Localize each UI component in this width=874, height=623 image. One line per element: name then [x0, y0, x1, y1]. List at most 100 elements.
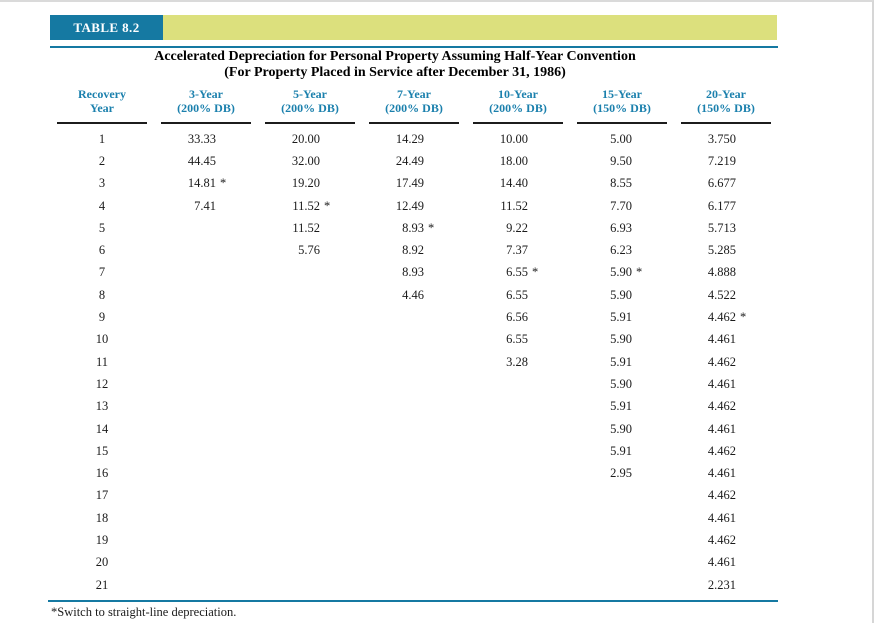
cell-value: 6.677: [707, 176, 736, 191]
cell-value: 8.93: [402, 220, 424, 235]
value-cell: 4.522: [674, 288, 778, 303]
table-header-bar: TABLE 8.2: [50, 15, 777, 40]
value-cell: 4.462: [674, 355, 778, 370]
cell-value: 4.461: [707, 510, 736, 525]
switch-asterisk: [632, 154, 652, 169]
cell-value: 5.90: [610, 421, 632, 436]
cell-value: 8.93: [402, 265, 424, 280]
cell-value: 7.41: [194, 198, 216, 213]
switch-asterisk: [736, 243, 756, 258]
switch-asterisk: [632, 332, 652, 347]
table-row: 16 2.95 4.461: [50, 462, 778, 484]
table-row: 10 6.55 5.90 4.461: [50, 329, 778, 351]
value-cell: 7.70: [570, 199, 674, 214]
column-header-line2: (200% DB): [489, 100, 547, 115]
value-cell: 2.231: [674, 578, 778, 593]
switch-asterisk: [736, 154, 756, 169]
value-cell: 3.28: [466, 355, 570, 370]
switch-asterisk: [632, 288, 652, 303]
value-cell: 5.90: [570, 332, 674, 347]
value-cell: 4.462: [674, 444, 778, 459]
switch-asterisk: *: [740, 310, 747, 325]
cell-value: 5.91: [610, 310, 632, 325]
cell-value: 4.888: [707, 265, 736, 280]
switch-asterisk: [736, 511, 756, 526]
cell-value: 5.90: [610, 332, 632, 347]
switch-asterisk: [632, 355, 652, 370]
column-header-line1: 20-Year: [706, 87, 746, 101]
recovery-year-cell: 10: [95, 332, 109, 347]
switch-asterisk: [736, 555, 756, 570]
switch-asterisk: [632, 199, 652, 214]
recovery-year-cell: 13: [95, 399, 109, 414]
switch-asterisk: [320, 221, 340, 236]
switch-asterisk: [216, 132, 236, 147]
value-cell: 6.56: [466, 310, 570, 325]
value-cell: 5.90 *: [570, 265, 674, 280]
switch-asterisk: [424, 243, 444, 258]
value-cell: 4.461: [674, 555, 778, 570]
switch-asterisk: [528, 355, 548, 370]
cell-value: 14.40: [499, 176, 528, 191]
value-cell: 33.33: [154, 132, 258, 147]
column-header-5-year: 5-Year (200% DB): [258, 87, 362, 124]
switch-asterisk: [216, 199, 236, 214]
table-row: 2 44.45 32.00 24.49 18.00 9.50 7.219: [50, 150, 778, 172]
value-cell: 4.461: [674, 377, 778, 392]
value-cell: 5.76: [258, 243, 362, 258]
table-row: 11 3.28 5.91 4.462: [50, 351, 778, 373]
cell-value: 4.461: [707, 466, 736, 481]
recovery-year-cell: 6: [98, 243, 106, 258]
switch-asterisk: [736, 355, 756, 370]
column-header-underline: [473, 122, 563, 124]
value-cell: 4.462: [674, 399, 778, 414]
switch-asterisk: [736, 265, 756, 280]
switch-asterisk: [424, 154, 444, 169]
bottom-rule: [48, 600, 778, 602]
cell-value: 2.231: [707, 577, 736, 592]
recovery-year-cell: 7: [98, 265, 106, 280]
switch-asterisk: [736, 399, 756, 414]
recovery-year-cell: 21: [95, 577, 109, 592]
cell-value: 9.22: [506, 220, 528, 235]
switch-asterisk: [632, 377, 652, 392]
value-cell: 20.00: [258, 132, 362, 147]
switch-asterisk: [320, 243, 340, 258]
value-cell: 4.461: [674, 422, 778, 437]
value-cell: 6.55: [466, 288, 570, 303]
recovery-year-cell: 12: [95, 376, 109, 391]
cell-value: 5.91: [610, 354, 632, 369]
value-cell: 9.50: [570, 154, 674, 169]
cell-value: 4.461: [707, 332, 736, 347]
cell-value: 4.462: [707, 488, 736, 503]
table-column-headers: Recovery Year 3-Year (200% DB) 5-Year (200% D…: [50, 87, 778, 124]
switch-asterisk: [736, 377, 756, 392]
switch-asterisk: [736, 578, 756, 593]
table-row: 5 11.52 8.93 * 9.22 6.93 5.713: [50, 217, 778, 239]
switch-asterisk: [632, 221, 652, 236]
table-row: 7 8.93 6.55 * 5.90 * 4.888: [50, 262, 778, 284]
table-row: 20 4.461: [50, 552, 778, 574]
recovery-year-cell: 9: [98, 310, 106, 325]
value-cell: 5.91: [570, 310, 674, 325]
value-cell: 2.95: [570, 466, 674, 481]
value-cell: 6.677: [674, 176, 778, 191]
value-cell: 8.92: [362, 243, 466, 258]
switch-asterisk: [528, 332, 548, 347]
header-bar-fill: [163, 15, 777, 40]
value-cell: 5.713: [674, 221, 778, 236]
column-header-10-year: 10-Year (200% DB): [466, 87, 570, 124]
column-header-15-year: 15-Year (150% DB): [570, 87, 674, 124]
table-row: 17 4.462: [50, 485, 778, 507]
cell-value: 32.00: [291, 153, 320, 168]
value-cell: 4.461: [674, 332, 778, 347]
cell-value: 7.37: [506, 243, 528, 258]
recovery-year-cell: 2: [98, 153, 106, 168]
cell-value: 4.522: [707, 287, 736, 302]
column-header-7-year: 7-Year (200% DB): [362, 87, 466, 124]
switch-asterisk: [736, 466, 756, 481]
switch-asterisk: [632, 444, 652, 459]
value-cell: 19.20: [258, 176, 362, 191]
switch-asterisk: [424, 199, 444, 214]
value-cell: 4.461: [674, 511, 778, 526]
